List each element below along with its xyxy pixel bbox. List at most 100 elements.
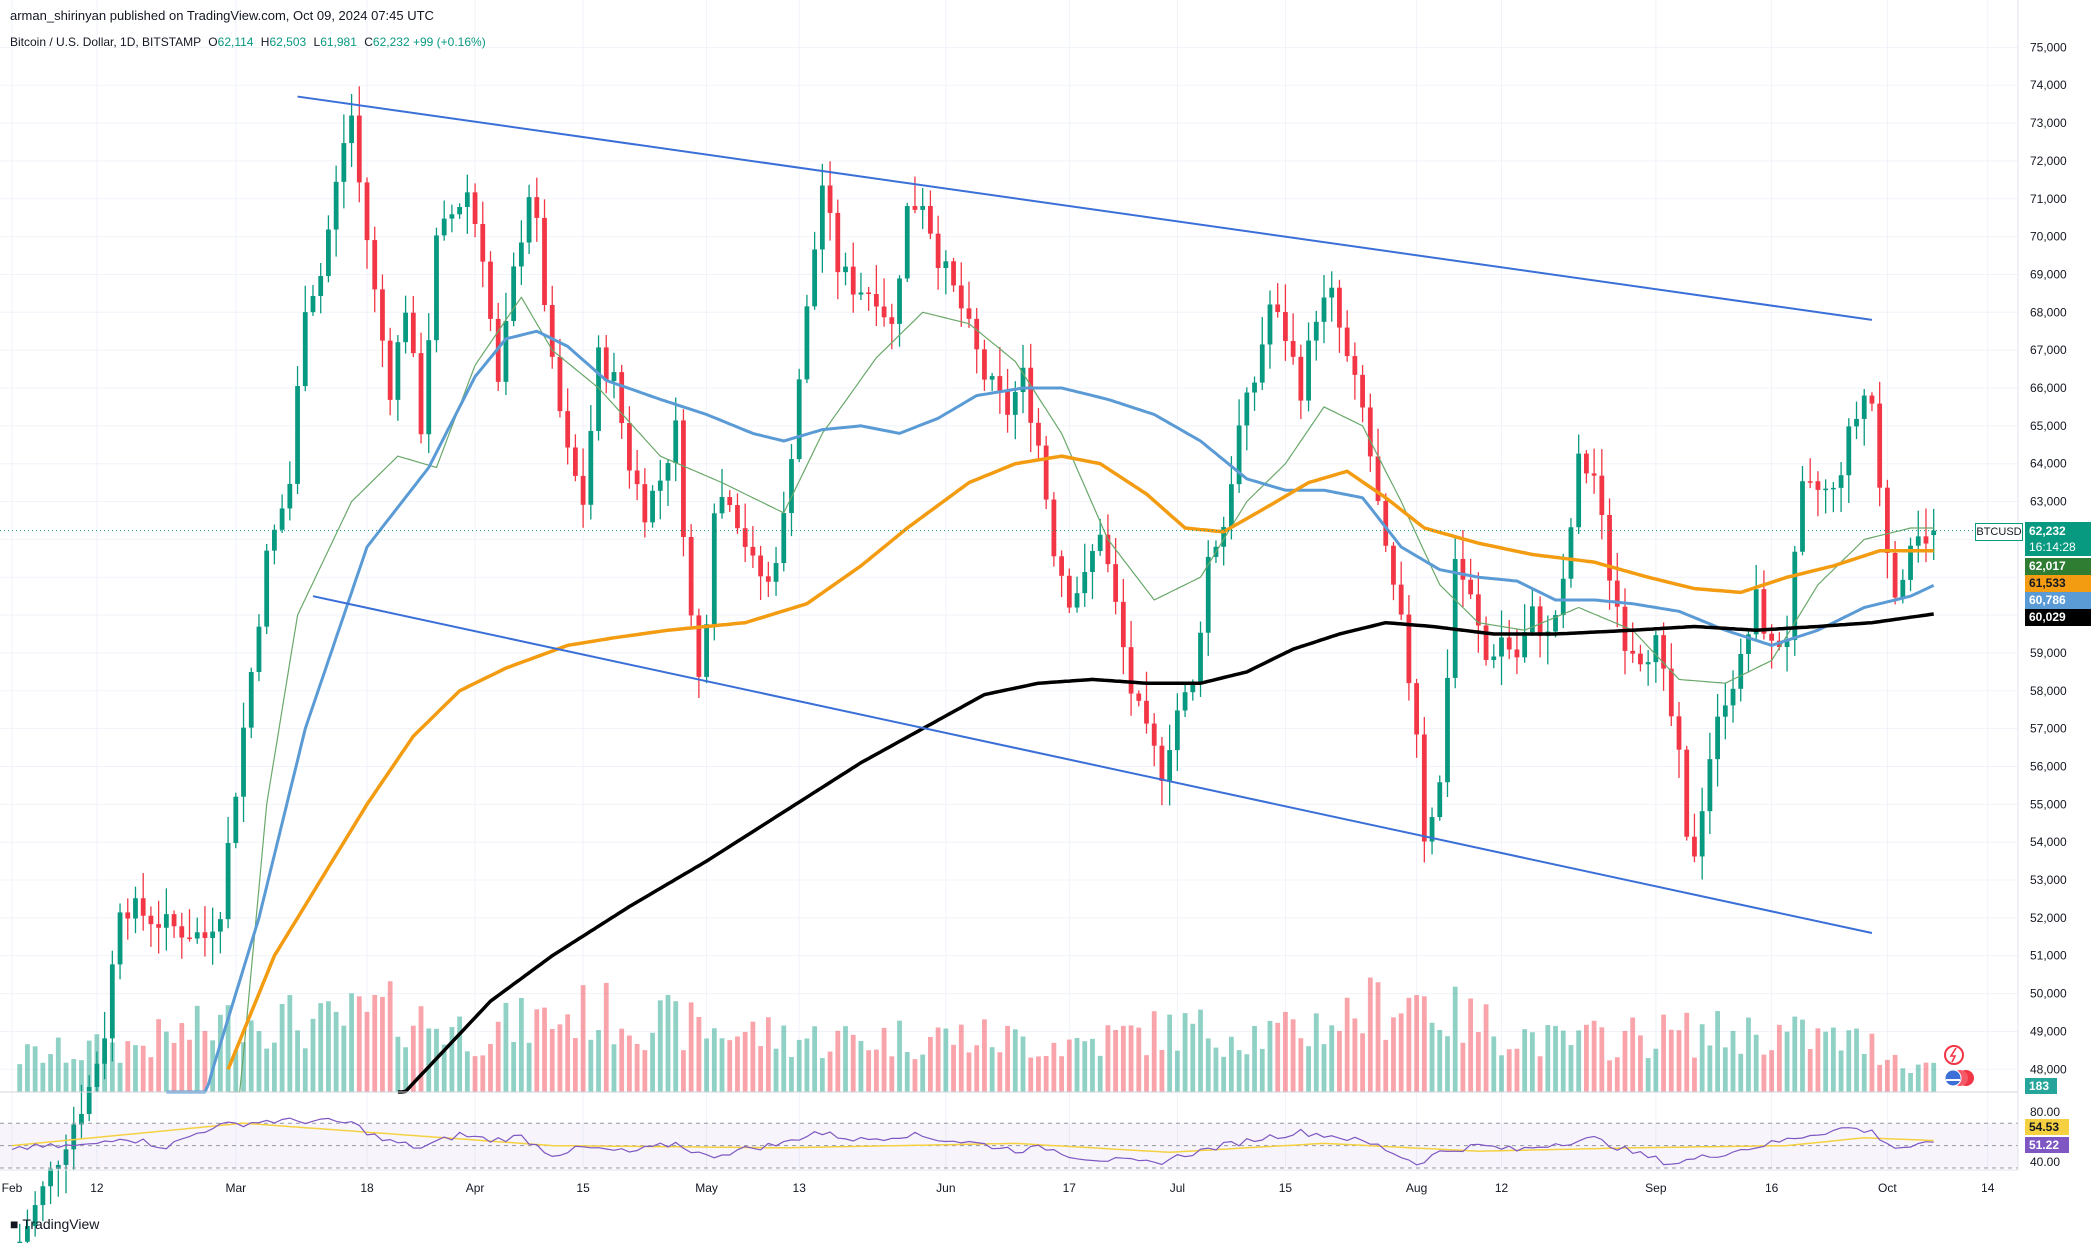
candle[interactable] — [1753, 564, 1759, 640]
candle[interactable] — [140, 873, 146, 931]
candle[interactable] — [1923, 508, 1929, 563]
candle[interactable] — [665, 459, 671, 506]
candle[interactable] — [1584, 450, 1589, 484]
candle[interactable] — [179, 912, 185, 959]
candle[interactable] — [1568, 518, 1574, 588]
candle[interactable] — [1715, 694, 1720, 787]
candle[interactable] — [642, 468, 648, 538]
candle[interactable] — [518, 220, 524, 286]
channel-line[interactable] — [312, 595, 1873, 935]
candle[interactable] — [32, 1191, 38, 1237]
candle[interactable] — [858, 272, 864, 301]
candle[interactable] — [1313, 310, 1319, 361]
candle[interactable] — [958, 262, 964, 327]
candle[interactable] — [742, 503, 748, 563]
candle[interactable] — [86, 1075, 92, 1122]
candle[interactable] — [341, 114, 347, 209]
candle[interactable] — [580, 448, 586, 528]
candle[interactable] — [1861, 388, 1867, 446]
candle[interactable] — [372, 226, 378, 313]
candle[interactable] — [1236, 399, 1242, 493]
candle[interactable] — [1877, 381, 1883, 507]
candle[interactable] — [310, 284, 316, 316]
candle[interactable] — [256, 614, 262, 682]
candle[interactable] — [380, 274, 385, 368]
candle[interactable] — [225, 816, 231, 929]
candle[interactable] — [1036, 408, 1041, 459]
candle[interactable] — [557, 338, 563, 418]
candle[interactable] — [1638, 644, 1643, 672]
candle[interactable] — [1275, 283, 1281, 318]
candle[interactable] — [997, 346, 1003, 414]
candle[interactable] — [464, 174, 470, 234]
candle[interactable] — [1838, 462, 1844, 512]
channel-line[interactable] — [297, 95, 1873, 321]
candle[interactable] — [156, 900, 162, 954]
candle[interactable] — [25, 1209, 30, 1243]
candle[interactable] — [1607, 498, 1612, 610]
candle[interactable] — [511, 252, 517, 327]
candle[interactable] — [1823, 479, 1829, 514]
candle[interactable] — [1483, 616, 1489, 666]
candle[interactable] — [272, 524, 277, 565]
candle[interactable] — [866, 287, 872, 311]
candle[interactable] — [210, 907, 216, 965]
candle[interactable] — [1329, 271, 1335, 322]
candle[interactable] — [1267, 290, 1273, 369]
candle[interactable] — [1800, 465, 1805, 556]
candle[interactable] — [1120, 578, 1126, 675]
candle[interactable] — [426, 313, 432, 454]
candle[interactable] — [1306, 322, 1311, 412]
candle[interactable] — [79, 1084, 84, 1140]
candle[interactable] — [1692, 813, 1697, 863]
candle[interactable] — [48, 1161, 53, 1205]
candle[interactable] — [1915, 510, 1921, 563]
candle[interactable] — [349, 93, 354, 167]
candle[interactable] — [1344, 310, 1350, 362]
time-axis[interactable]: Feb 12 Mar 18 Apr 15 May 13 Jun 17 Jul 15 Aug 12 Sep 16… — [2, 1181, 1995, 1195]
candle[interactable] — [696, 608, 702, 698]
candle[interactable] — [711, 503, 717, 641]
candle[interactable] — [1360, 365, 1365, 423]
candle[interactable] — [248, 667, 254, 739]
candle[interactable] — [735, 493, 740, 534]
candle[interactable] — [125, 898, 131, 940]
tradingview-logo[interactable]: ■ TradingView — [10, 1216, 99, 1232]
alert-icons[interactable] — [1944, 1045, 1974, 1087]
candle[interactable] — [572, 434, 578, 482]
candle[interactable] — [1059, 550, 1064, 598]
candle[interactable] — [302, 285, 308, 392]
candle[interactable] — [657, 459, 663, 520]
candle[interactable] — [1097, 518, 1103, 556]
candle[interactable] — [1599, 449, 1605, 540]
candle[interactable] — [1499, 610, 1504, 686]
candle[interactable] — [1661, 622, 1666, 691]
candle[interactable] — [935, 215, 941, 290]
candle[interactable] — [133, 886, 138, 934]
symbol-legend[interactable]: Bitcoin / U.S. Dollar, 1D, BITSTAMP O62,… — [10, 35, 486, 49]
candle[interactable] — [1113, 538, 1119, 615]
candle[interactable] — [1854, 401, 1859, 440]
candle[interactable] — [217, 912, 223, 954]
candle[interactable] — [835, 199, 841, 300]
candle[interactable] — [264, 543, 270, 635]
candle[interactable] — [1090, 544, 1095, 600]
candle[interactable] — [966, 281, 972, 328]
candle[interactable] — [1352, 342, 1358, 400]
flag-icon[interactable] — [1944, 1069, 1962, 1087]
candle[interactable] — [1406, 595, 1412, 701]
candle[interactable] — [951, 257, 956, 292]
candle[interactable] — [1761, 570, 1767, 640]
candle[interactable] — [1514, 629, 1520, 675]
candle[interactable] — [812, 231, 818, 310]
candle[interactable] — [410, 296, 416, 358]
candle[interactable] — [750, 526, 756, 569]
candle[interactable] — [796, 368, 802, 463]
candle[interactable] — [1475, 572, 1481, 653]
candle[interactable] — [1560, 553, 1566, 629]
candle[interactable] — [318, 263, 324, 314]
candle[interactable] — [542, 199, 547, 312]
candle[interactable] — [1398, 561, 1404, 621]
candle[interactable] — [488, 251, 493, 332]
channel-trend-lines[interactable] — [297, 95, 1873, 935]
